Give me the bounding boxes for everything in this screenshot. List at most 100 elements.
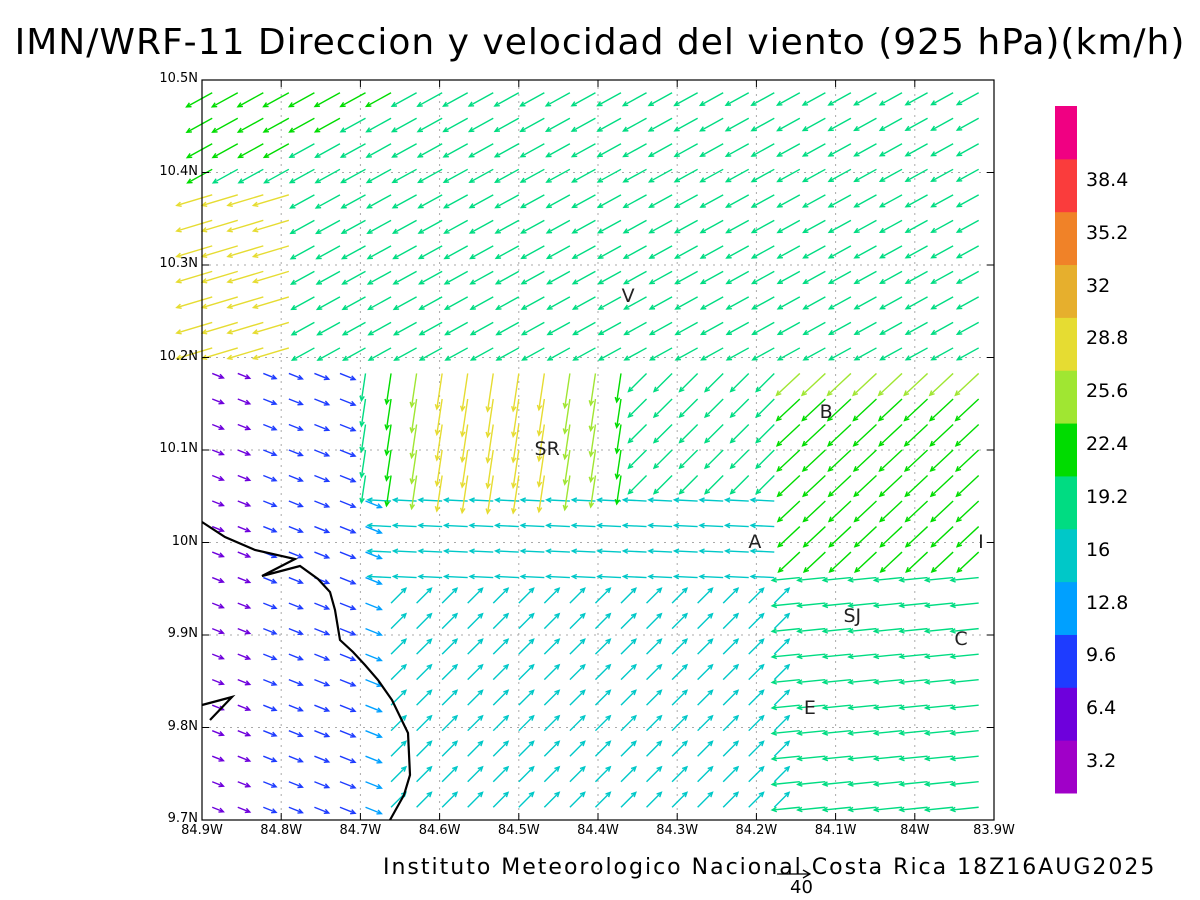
wind-vector	[572, 296, 596, 310]
wind-vector	[848, 576, 877, 582]
wind-vector-head	[827, 227, 835, 234]
wind-vector	[828, 296, 852, 310]
wind-vector-head	[426, 689, 433, 696]
wind-vector-head	[903, 390, 910, 397]
wind-vector-head	[528, 791, 535, 798]
wind-vector-head	[434, 429, 441, 437]
wind-vector-head	[366, 279, 374, 285]
wind-vector-head	[366, 497, 373, 503]
wind-vector	[899, 678, 928, 684]
wind-vector	[671, 740, 688, 757]
wind-vector	[854, 143, 877, 157]
wind-vector-head	[341, 330, 349, 336]
wind-vector-head	[853, 329, 860, 336]
wind-vector	[653, 398, 673, 418]
wind-vector-head	[251, 252, 259, 258]
wind-vector	[288, 576, 303, 584]
wind-vector	[950, 653, 979, 658]
wind-vector	[854, 117, 877, 131]
wind-vector-head	[442, 101, 449, 107]
wind-vector-head	[801, 466, 808, 473]
wind-vector	[904, 398, 929, 421]
wind-vector-head	[770, 628, 778, 634]
wind-vector	[801, 398, 826, 421]
wind-vector-head	[287, 102, 295, 108]
wind-vector	[905, 296, 928, 310]
wind-vector-head	[520, 228, 527, 234]
wind-vector	[854, 219, 877, 233]
wind-vector	[546, 168, 571, 183]
wind-vector	[803, 321, 826, 335]
wind-vector	[956, 347, 980, 361]
wind-vector	[418, 194, 443, 209]
wind-vector-head	[459, 482, 466, 489]
wind-vector	[594, 766, 611, 783]
wind-vector-head	[570, 573, 578, 580]
wind-vector-head	[930, 304, 937, 310]
wind-vector	[314, 474, 330, 482]
wind-vector	[385, 424, 392, 455]
wind-vector-head	[366, 522, 373, 529]
wind-vector	[572, 245, 596, 259]
wind-vector-head	[784, 587, 791, 594]
wind-vector-head	[827, 253, 835, 259]
wind-vector-head	[384, 475, 390, 482]
wind-vector	[730, 398, 750, 418]
wind-vector-head	[570, 126, 578, 132]
wind-vector-head	[244, 680, 252, 686]
wind-vector-head	[271, 731, 278, 737]
wind-vector	[418, 168, 443, 183]
wind-vector-head	[802, 329, 809, 336]
wind-vector	[263, 576, 277, 584]
wind-vector-head	[733, 689, 740, 696]
wind-vector	[722, 689, 739, 706]
wind-vector	[797, 755, 826, 760]
wind-vector	[777, 500, 801, 522]
wind-vector-head	[648, 355, 656, 361]
wind-vector-head	[452, 663, 459, 670]
wind-vector-head	[376, 630, 383, 637]
wind-vector-head	[847, 755, 854, 762]
wind-vector-head	[588, 451, 595, 458]
wind-vector-head	[391, 573, 399, 580]
wind-vector-head	[477, 740, 484, 747]
wind-vector-head	[434, 455, 441, 462]
wind-vector	[211, 551, 224, 558]
wind-vector-head	[392, 330, 400, 336]
wind-vector-head	[503, 740, 510, 747]
wind-vector-head	[821, 679, 829, 685]
wind-vector	[569, 613, 586, 630]
wind-vector-head	[847, 730, 854, 736]
wind-vector-head	[733, 663, 740, 670]
wind-vector	[237, 398, 251, 405]
wind-vector	[289, 143, 315, 158]
wind-vector-head	[853, 125, 860, 132]
colorbar-segment	[1055, 475, 1077, 530]
wind-vector	[697, 766, 713, 783]
wind-vector-head	[359, 446, 365, 454]
wind-vector	[904, 449, 929, 472]
wind-vector-head	[313, 127, 321, 133]
wind-vector-head	[877, 390, 884, 397]
wind-vector	[722, 740, 739, 757]
wind-vector	[211, 679, 224, 685]
wind-vector	[925, 678, 954, 684]
wind-vector	[339, 730, 356, 738]
wind-vector	[853, 449, 877, 472]
x-axis-tick-label: 84W	[900, 823, 930, 838]
wind-vector-head	[851, 390, 859, 397]
wind-vector-head	[672, 548, 680, 554]
wind-vector	[748, 613, 765, 630]
wind-vector-head	[802, 278, 809, 285]
wind-vector-head	[218, 654, 225, 660]
wind-vector-head	[467, 101, 475, 107]
wind-vector	[773, 791, 790, 808]
wind-vector-head	[226, 329, 233, 335]
colorbar-segment	[1055, 317, 1077, 371]
wind-vector	[316, 296, 341, 310]
wind-vector	[899, 704, 928, 709]
wind-vector-head	[315, 304, 323, 311]
wind-vector-head	[622, 202, 629, 209]
wind-vector-head	[570, 548, 578, 554]
wind-vector	[829, 551, 852, 573]
